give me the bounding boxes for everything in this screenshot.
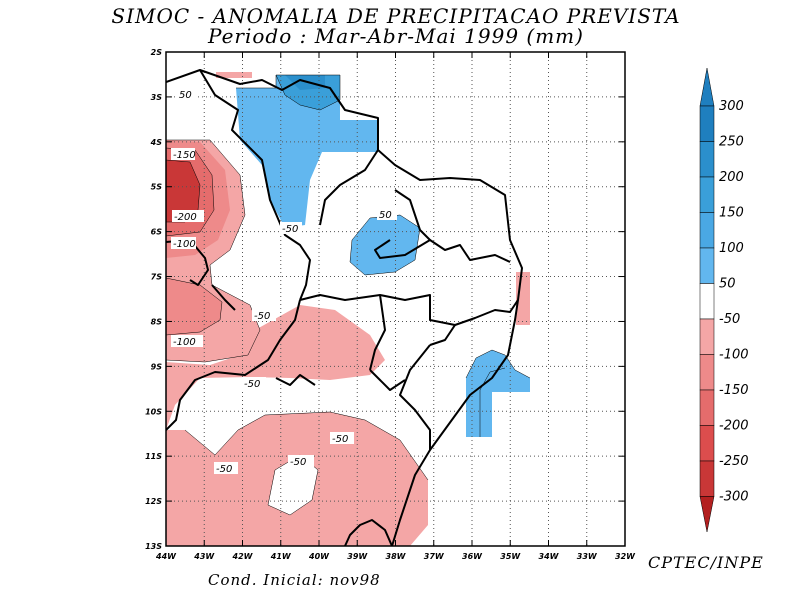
colorbar-label: -100 (719, 348, 749, 363)
y-axis: 2S 3S 4S 5S 6S 7S 8S 9S 10S 11S 12S 13S (145, 48, 625, 551)
contour-label: -150 (173, 150, 196, 161)
colorbar-arrow-bottom (699, 496, 715, 533)
colorbar-box (699, 389, 715, 426)
x-tick-label: 41W (270, 552, 292, 561)
anomaly-region-neg200 (166, 160, 200, 222)
y-tick-label: 13S (145, 542, 162, 551)
colorbar-box (699, 460, 715, 497)
x-tick-label: 42W (232, 552, 254, 561)
colorbar-label: 100 (719, 241, 744, 256)
colorbar-label: 200 (719, 170, 744, 185)
chart-subtitle: Periodo : Mar-Abr-Mai 1999 (mm) (208, 24, 584, 48)
initial-condition-label: Cond. Inicial: nov98 (208, 571, 381, 589)
y-tick-label: 12S (145, 497, 162, 506)
colorbar-label: -200 (719, 419, 749, 434)
colorbar-label: -250 (719, 454, 749, 469)
colorbar-box (699, 105, 715, 142)
y-tick-label: 7S (151, 273, 163, 282)
contour-label: 50 (379, 210, 392, 221)
colorbar-box (699, 283, 715, 320)
chart-title: SIMOC - ANOMALIA DE PRECIPITACAO PREVIST… (111, 4, 681, 28)
contour-label: -100 (173, 337, 196, 348)
colorbar-label: 250 (719, 135, 744, 150)
x-tick-label: 38W (386, 552, 407, 561)
colorbar-box (699, 176, 715, 213)
x-tick-label: 39W (347, 552, 368, 561)
x-tick-label: 40W (308, 552, 330, 561)
colorbar-box (699, 212, 715, 249)
contour-label: -200 (174, 212, 197, 223)
y-tick-label: 8S (151, 317, 163, 326)
y-tick-label: 9S (151, 362, 163, 371)
x-tick-label: 34W (539, 552, 560, 561)
y-tick-label: 10S (145, 407, 162, 416)
y-tick-label: 6S (151, 228, 163, 237)
colorbar-box (699, 318, 715, 355)
colorbar-label: -300 (719, 490, 749, 505)
anomaly-region-neg50-central (166, 305, 385, 430)
x-tick-label: 37W (424, 552, 445, 561)
colorbar-box (699, 247, 715, 284)
y-tick-label: 4S (150, 138, 163, 147)
anomaly-region-pos50-east (466, 350, 530, 437)
x-tick-label: 35W (500, 552, 521, 561)
contour-label: 50 (179, 90, 192, 101)
y-tick-label: 2S (151, 48, 163, 57)
contour-label: -50 (216, 464, 232, 475)
x-tick-label: 44W (155, 552, 177, 561)
anomaly-region-pos50-center (350, 215, 420, 275)
colorbar-box (699, 354, 715, 391)
contour-label: -50 (332, 434, 348, 445)
colorbar-label: 300 (719, 99, 744, 114)
colorbar-box (699, 425, 715, 462)
contour-label: -50 (254, 311, 270, 322)
colorbar-label: 150 (719, 206, 744, 221)
contour-label: -50 (244, 379, 260, 390)
colorbar-box (699, 141, 715, 178)
credit-label: CPTEC/INPE (648, 553, 764, 572)
colorbar-label: -50 (719, 312, 740, 327)
state-borders (166, 69, 523, 546)
x-tick-label: 36W (462, 552, 483, 561)
colorbar-arrow-top (699, 67, 715, 107)
contour-label: -100 (173, 239, 196, 250)
x-tick-label: 32W (615, 552, 636, 561)
y-tick-label: 11S (145, 452, 162, 461)
anomaly-region-pos200-north (285, 75, 325, 90)
anomaly-region-pos50-north (236, 75, 378, 228)
colorbar: 300 250 200 150 100 50 -50 -100 -150 -200 -250 -300 (699, 67, 749, 533)
colorbar-label: -150 (719, 383, 749, 398)
contour-label: -50 (282, 224, 298, 235)
y-tick-label: 3S (151, 93, 163, 102)
y-tick-label: 5S (151, 183, 163, 192)
x-tick-label: 33W (577, 552, 598, 561)
colorbar-label: 50 (719, 277, 736, 292)
x-tick-label: 43W (193, 552, 215, 561)
contour-label: -50 (290, 457, 306, 468)
x-axis: 44W 43W 42W 41W 40W 39W 38W 37W 36W 35W 34W 33W 32W (155, 52, 636, 561)
anomaly-region-neg100-central (166, 278, 222, 335)
